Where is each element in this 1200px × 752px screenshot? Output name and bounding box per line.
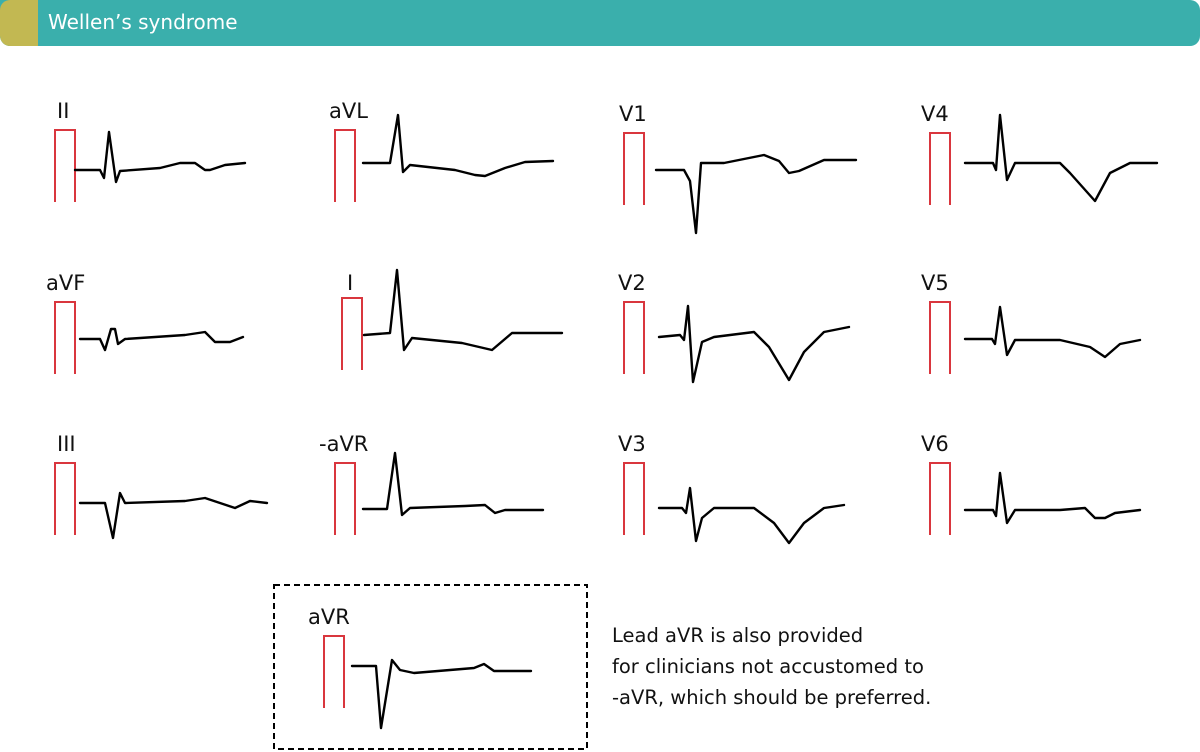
lead-III: III — [54, 432, 269, 540]
calibration-pulse — [929, 462, 951, 535]
lead-I: I — [341, 268, 564, 370]
ecg-trace — [361, 451, 545, 517]
ecg-trace — [657, 304, 851, 384]
lead-aVL: aVL — [329, 99, 555, 202]
note-line: Lead aVR is also provided — [612, 624, 864, 647]
calibration-pulse — [929, 301, 951, 374]
calibration-pulse — [54, 129, 76, 202]
calibration-pulse — [334, 129, 356, 202]
lead-label: -aVR — [319, 432, 368, 456]
ecg-trace — [350, 658, 533, 730]
ecg-trace — [362, 268, 564, 352]
lead-label: V3 — [618, 432, 646, 456]
lead-label: I — [347, 271, 353, 295]
lead-label: V1 — [619, 102, 647, 126]
lead-V5: V5 — [921, 271, 1142, 374]
ecg-trace — [963, 113, 1159, 203]
lead-label: V5 — [921, 271, 949, 295]
lead-aVR: aVR — [308, 605, 533, 730]
lead-V3: V3 — [618, 432, 846, 545]
calibration-pulse — [623, 132, 645, 205]
lead-minus-aVR: -aVR — [319, 432, 545, 535]
calibration-pulse — [929, 132, 951, 205]
lead-label: aVL — [329, 99, 368, 123]
title-bar: Wellen’s syndrome — [0, 0, 1200, 46]
calibration-pulse — [341, 297, 363, 370]
ecg-trace — [963, 471, 1142, 525]
lead-label: aVR — [308, 605, 350, 629]
ecg-trace — [361, 113, 555, 178]
lead-V4: V4 — [921, 102, 1159, 205]
avr-inset-box — [273, 584, 588, 750]
lead-label: V2 — [618, 271, 646, 295]
title-accent — [0, 0, 38, 46]
calibration-pulse — [334, 462, 356, 535]
avr-note: Lead aVR is also provided for clinicians… — [612, 620, 931, 713]
lead-label: V6 — [921, 432, 949, 456]
ecg-trace — [73, 130, 247, 184]
lead-aVF: aVF — [46, 271, 245, 374]
calibration-pulse — [623, 301, 645, 374]
ecg-trace — [657, 486, 846, 545]
lead-label: aVF — [46, 271, 85, 295]
lead-label: II — [57, 99, 69, 123]
lead-label: V4 — [921, 102, 949, 126]
note-line: for clinicians not accustomed to — [612, 655, 924, 678]
lead-V6: V6 — [921, 432, 1142, 535]
lead-II: II — [54, 99, 247, 202]
ecg-trace — [78, 327, 245, 352]
page-title: Wellen’s syndrome — [48, 10, 238, 34]
ecg-trace — [78, 491, 269, 540]
note-line: -aVR, which should be preferred. — [612, 686, 932, 709]
lead-V2: V2 — [618, 271, 851, 384]
calibration-pulse — [623, 462, 645, 535]
lead-label: III — [57, 432, 76, 456]
calibration-pulse — [54, 301, 76, 374]
calibration-pulse — [323, 635, 345, 708]
ecg-trace — [654, 153, 858, 235]
lead-V1: V1 — [619, 102, 858, 235]
calibration-pulse — [54, 462, 76, 535]
ecg-trace — [963, 305, 1142, 359]
